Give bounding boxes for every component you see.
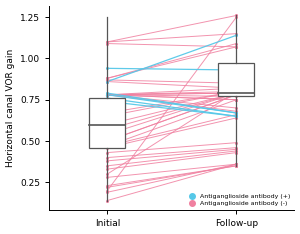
Y-axis label: Horizontal canal VOR gain: Horizontal canal VOR gain: [6, 49, 15, 167]
Bar: [89, 98, 125, 148]
Bar: [218, 63, 254, 96]
Legend: Antiganglioside antibody (+), Antiganglioside antibody (-): Antiganglioside antibody (+), Antigangli…: [184, 192, 291, 207]
